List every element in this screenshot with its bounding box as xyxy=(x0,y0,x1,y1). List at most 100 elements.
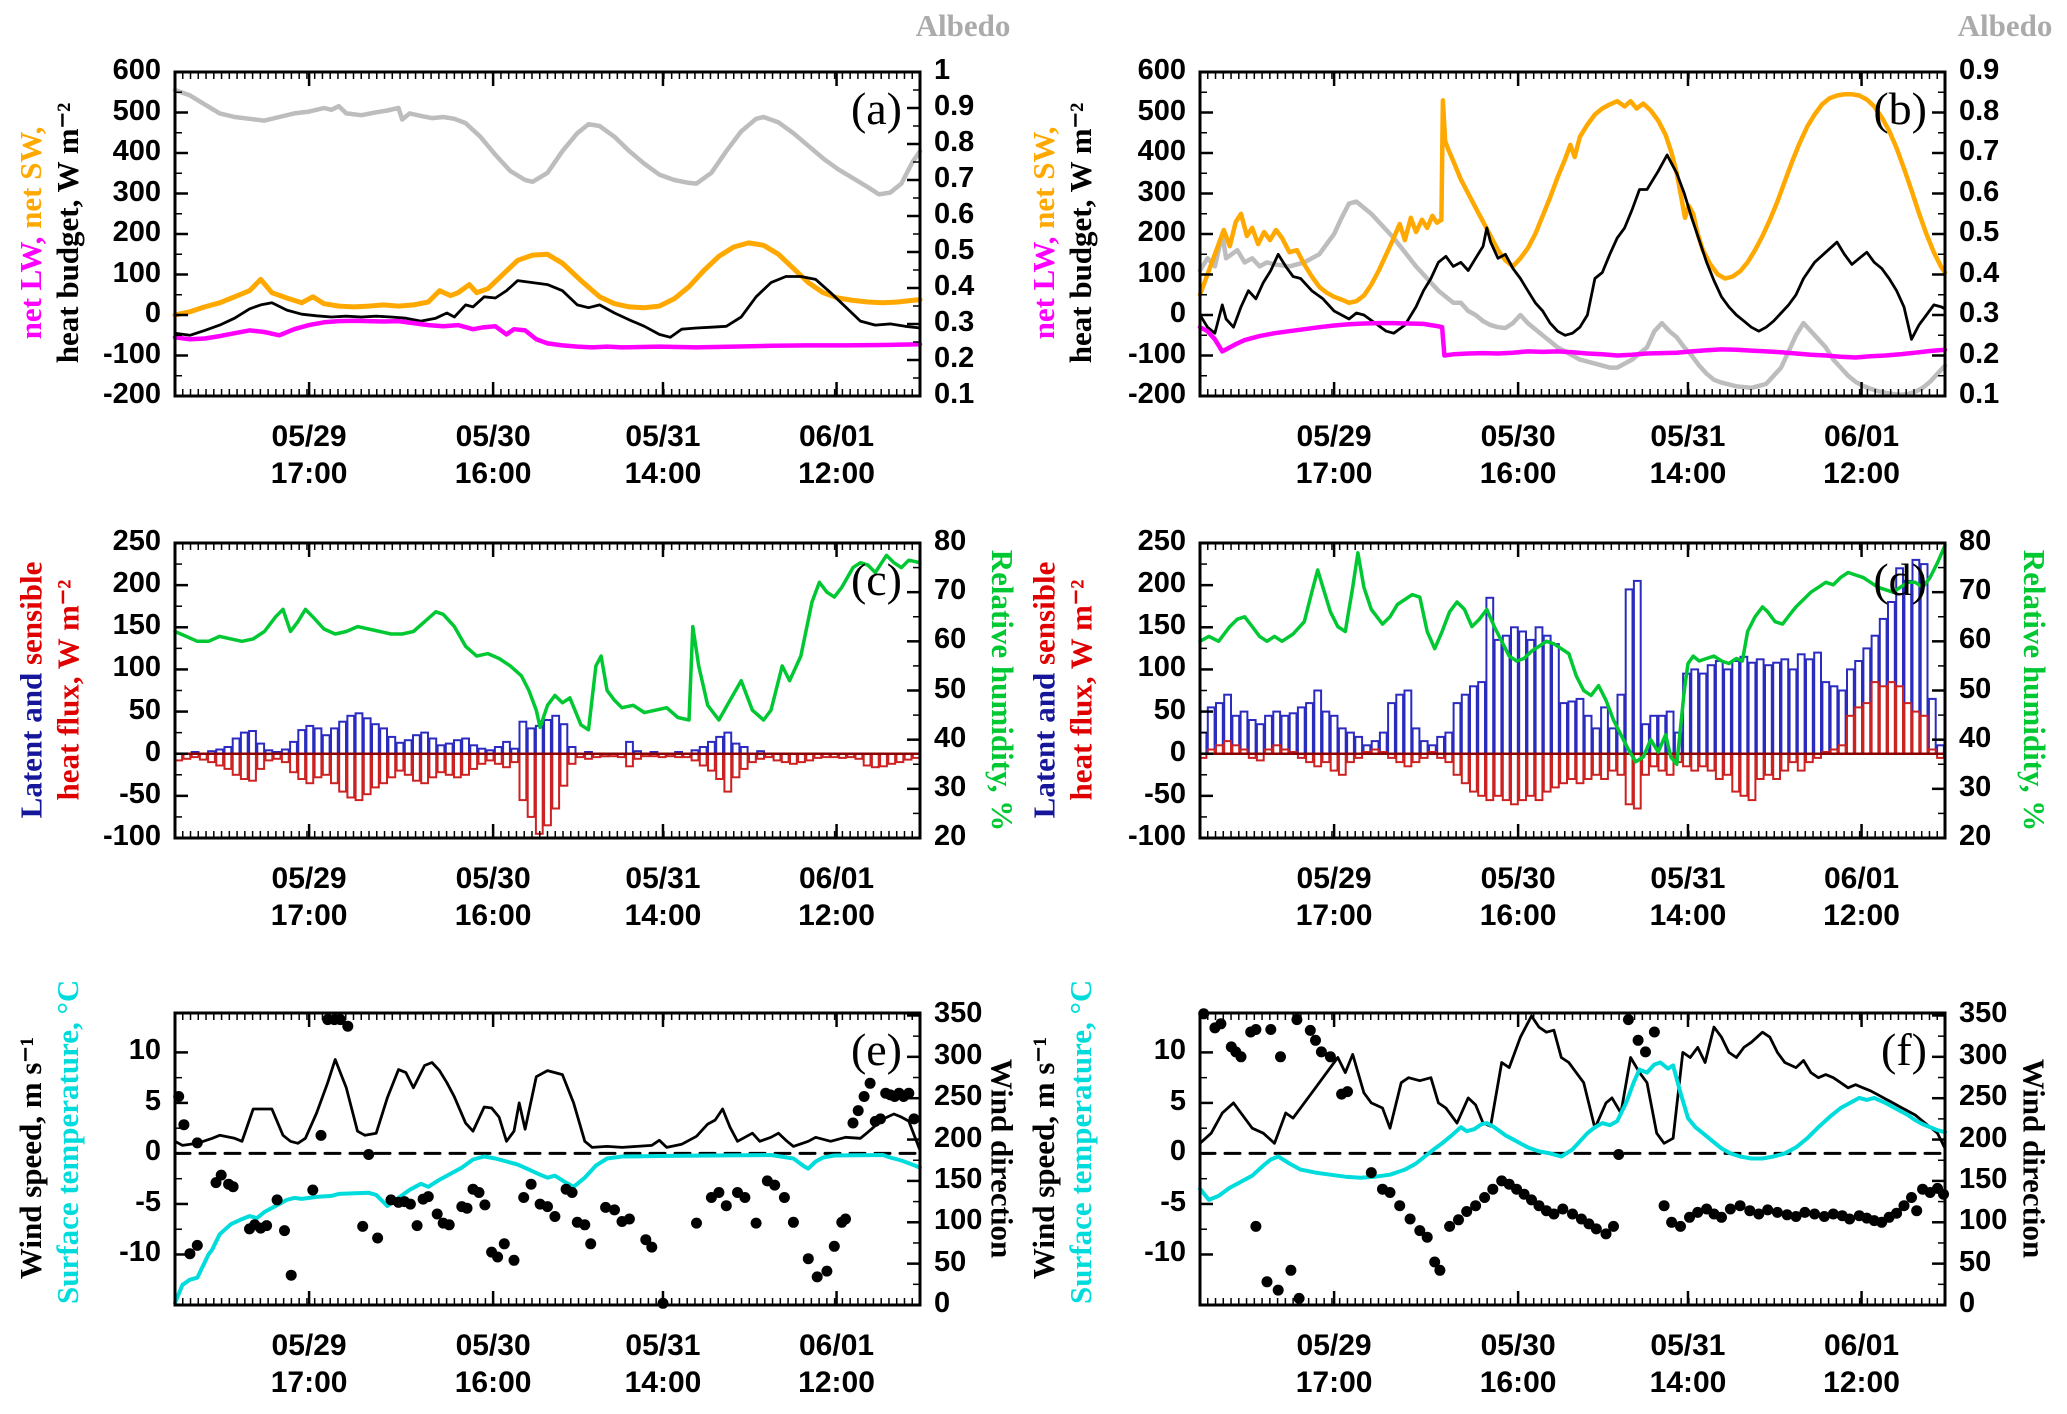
panel-d-series-relative-humidity xyxy=(1198,543,1947,767)
panel-c-letter: (c) xyxy=(851,554,902,605)
panel-d-bar-sensible xyxy=(1657,752,1667,772)
panel-d-bar-latent xyxy=(1280,714,1290,755)
panel-f-dot-wind-direction xyxy=(1658,1200,1670,1212)
panel-d-bar-latent xyxy=(1829,685,1839,755)
panel-d-bar-latent xyxy=(1337,727,1347,755)
panel-e-dot-wind-direction xyxy=(821,1265,833,1277)
panel-f-left-tick-0: 0 xyxy=(1169,1135,1186,1168)
panel-f-xtick-0: 05/29 17:00 xyxy=(1244,1327,1424,1401)
panel-c-bar-latent xyxy=(731,742,741,755)
panel-c-bar-latent xyxy=(371,723,380,755)
panel-c-xtick-0: 05/29 17:00 xyxy=(219,860,399,934)
panel-d-left-tick-50: 50 xyxy=(1153,693,1186,726)
panel-b-xtick-2: 05/31 14:00 xyxy=(1598,418,1778,492)
panel-c-bar-sensible xyxy=(280,752,290,764)
panel-e-dot-wind-direction xyxy=(422,1191,434,1203)
panel-d-letter: (d) xyxy=(1873,554,1927,605)
panel-a-left-tick--200: -200 xyxy=(102,378,161,410)
panel-d-bar-sensible xyxy=(1903,702,1913,755)
panel-f-dot-wind-direction xyxy=(1781,1209,1793,1221)
panel-c-bar-sensible xyxy=(789,752,798,765)
panel-d-bar-sensible xyxy=(1780,752,1790,772)
panel-b-right-tick-0.2: 0.2 xyxy=(1959,337,2000,370)
panel-f-dot-wind-direction xyxy=(1342,1086,1353,1098)
panel-f-dot-wind-direction xyxy=(1648,1026,1660,1038)
panel-e-dot-wind-direction xyxy=(623,1213,635,1225)
panel-e-dot-wind-direction xyxy=(492,1251,504,1263)
panel-e-xtick-1: 05/30 16:00 xyxy=(403,1327,583,1401)
panel-d-bar-sensible xyxy=(1747,752,1757,802)
panel-e-dot-wind-direction xyxy=(261,1220,273,1232)
panel-c-bar-sensible xyxy=(477,752,487,765)
panel-c-bar-latent xyxy=(231,737,241,755)
panel-d-bar-sensible xyxy=(1485,752,1495,802)
panel-e-dot-wind-direction xyxy=(461,1202,473,1214)
panel-d-bar-sensible xyxy=(1231,744,1241,755)
panel-a-right-tick-0.4: 0.4 xyxy=(934,270,975,302)
panel-d-bar-latent xyxy=(1354,735,1364,755)
panel-d-bar-latent xyxy=(1583,714,1593,755)
panel-a-right-axis-title: Albedo xyxy=(915,8,1011,43)
panel-d-bar-sensible xyxy=(1403,752,1413,768)
panel-f-dot-wind-direction xyxy=(1666,1216,1678,1228)
panel-d-bar-latent xyxy=(1239,710,1249,755)
panel-c-bar-latent xyxy=(354,712,364,755)
panel-c-bar-latent xyxy=(469,744,479,755)
panel-f-dot-wind-direction xyxy=(1567,1208,1578,1220)
panel-d-bar-latent xyxy=(1510,626,1519,755)
panel-d-bar-latent xyxy=(1608,727,1618,755)
panel-e-right-tick-150: 150 xyxy=(934,1162,983,1195)
panel-d-bar-sensible xyxy=(1600,752,1609,780)
panel-c-bar-latent xyxy=(551,714,561,755)
panel-e-dot-wind-direction xyxy=(903,1087,915,1099)
panel-c-series-relative-humidity xyxy=(173,553,922,732)
panel-d-bar-sensible xyxy=(1805,752,1814,764)
panel-e-right-tick-300: 300 xyxy=(934,1038,983,1071)
panel-b-left-tick-0: 0 xyxy=(1169,297,1186,329)
panel-f-dot-wind-direction xyxy=(1324,1051,1336,1063)
panel-c-bar-sensible xyxy=(502,752,511,769)
panel-d-bar-sensible xyxy=(1477,752,1487,797)
panel-c-title-seg: sensible xyxy=(13,561,48,673)
panel-f-dot-wind-direction xyxy=(1844,1213,1856,1225)
panel-f-left-tick--10: -10 xyxy=(1144,1236,1186,1269)
panel-c-bar-latent xyxy=(321,734,331,755)
panel-f-dot-wind-direction xyxy=(1518,1188,1530,1200)
panel-c-bar-sensible xyxy=(493,752,503,765)
panel-d-bar-latent xyxy=(1624,588,1634,755)
panel-c-bar-sensible xyxy=(715,752,725,780)
panel-d-bar-latent xyxy=(1575,697,1585,755)
panel-a-right-tick-0.1: 0.1 xyxy=(934,378,975,410)
panel-c-bar-latent xyxy=(330,727,339,755)
panel-d-bar-latent xyxy=(1436,735,1445,755)
panel-d-left-tick-200: 200 xyxy=(1137,567,1186,600)
panel-b-right-tick-0.8: 0.8 xyxy=(1959,94,2000,127)
panel-e-dot-wind-direction xyxy=(443,1219,455,1231)
panel-e-dot-wind-direction xyxy=(579,1219,591,1231)
panel-d-bar-sensible xyxy=(1501,752,1511,802)
panel-f-dot-wind-direction xyxy=(1600,1228,1612,1240)
panel-e-xtick-0-date: 05/29 xyxy=(271,1329,347,1362)
panel-e-dot-wind-direction xyxy=(847,1117,859,1129)
panel-f-left-axis-title: Wind speed, m s⁻¹ Surface temperature, °C xyxy=(1025,980,1099,1304)
panel-d-bar-sensible xyxy=(1616,752,1626,776)
panel-b-xtick-1-time: 16:00 xyxy=(1479,457,1557,490)
panel-b-series-heat-budget xyxy=(1198,153,1947,341)
panel-d-xtick-3: 06/01 12:00 xyxy=(1772,860,1952,934)
panel-d-bar-sensible xyxy=(1854,706,1864,755)
panel-c-bar-sensible xyxy=(567,752,577,765)
panel-e-dot-wind-direction xyxy=(479,1199,491,1211)
panel-d-bar-sensible xyxy=(1649,752,1659,768)
panel-d-bar-latent xyxy=(1936,744,1945,755)
panel-f-dot-wind-direction xyxy=(1590,1223,1602,1235)
panel-f-right-axis-title: Wind direction xyxy=(2016,1058,2052,1259)
panel-d-bar-latent xyxy=(1288,712,1298,755)
panel-c-bar-latent xyxy=(412,734,421,755)
panel-d-bar-latent xyxy=(1731,660,1741,755)
panel-d-bar-latent xyxy=(1927,697,1937,755)
panel-f-dot-wind-direction xyxy=(1215,1018,1227,1030)
panel-a-title-seg: heat budget, W m⁻² xyxy=(50,102,85,364)
panel-e-dot-wind-direction xyxy=(750,1217,762,1229)
panel-d-bar-latent xyxy=(1452,702,1462,755)
panel-e-xtick-0-time: 17:00 xyxy=(270,1366,348,1399)
